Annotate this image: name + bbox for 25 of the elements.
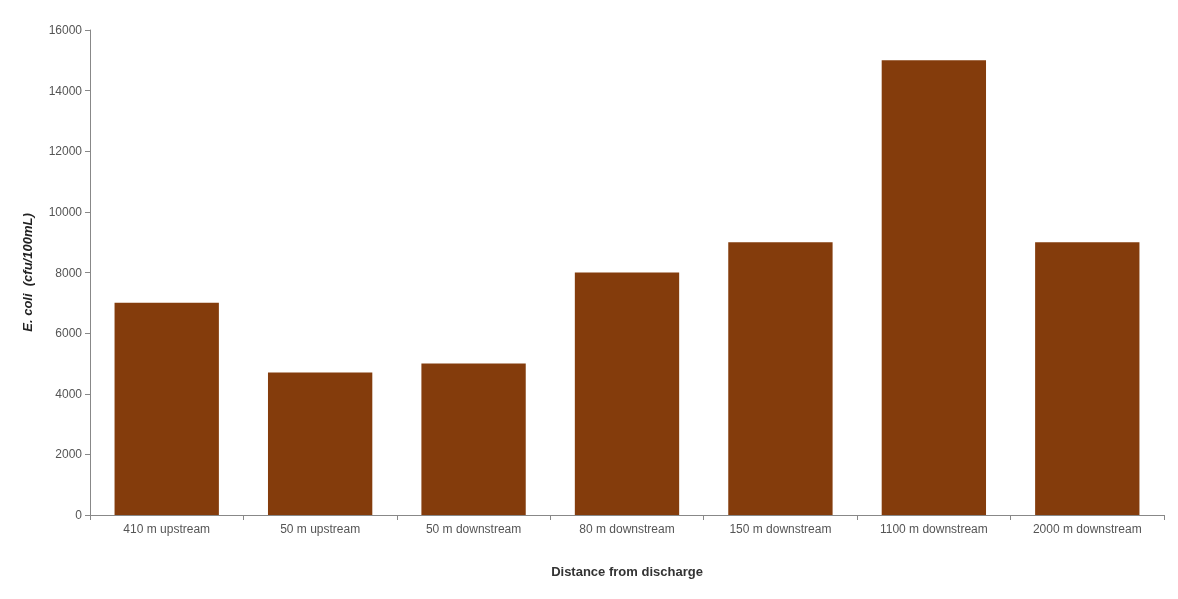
y-tick-label: 8000: [55, 265, 83, 280]
x-tick-label: 50 m downstream: [425, 522, 522, 536]
y-tick-label: 0: [75, 508, 83, 522]
y-tick-label: 12000: [48, 144, 83, 159]
y-tick-label: 14000: [48, 83, 83, 98]
bar: [114, 302, 219, 515]
x-tick-label: 80 m downstream: [579, 522, 675, 536]
y-tick-label: 4000: [55, 386, 83, 401]
bar: [1035, 242, 1140, 515]
x-tick-label: 2000 m downstream: [1032, 522, 1142, 536]
y-tick-label: 16000: [48, 23, 83, 37]
y-tick-label: 6000: [55, 326, 83, 341]
x-tick-label: 1100 m downstream: [879, 522, 988, 536]
x-tick-label: 150 m downstream: [729, 522, 832, 536]
x-tick-label: 50 m upstream: [280, 522, 361, 536]
y-axis-title: E. coli (cfu/100mL): [20, 213, 35, 332]
bar: [881, 60, 987, 515]
x-axis-title: Distance from discharge: [551, 564, 703, 579]
bar: [728, 242, 833, 515]
bar: [267, 372, 373, 515]
y-tick-label: 2000: [55, 447, 83, 462]
bar: [421, 363, 526, 515]
x-tick-label: 410 m upstream: [123, 522, 211, 536]
y-tick-label: 10000: [48, 204, 83, 219]
bar: [574, 272, 680, 515]
